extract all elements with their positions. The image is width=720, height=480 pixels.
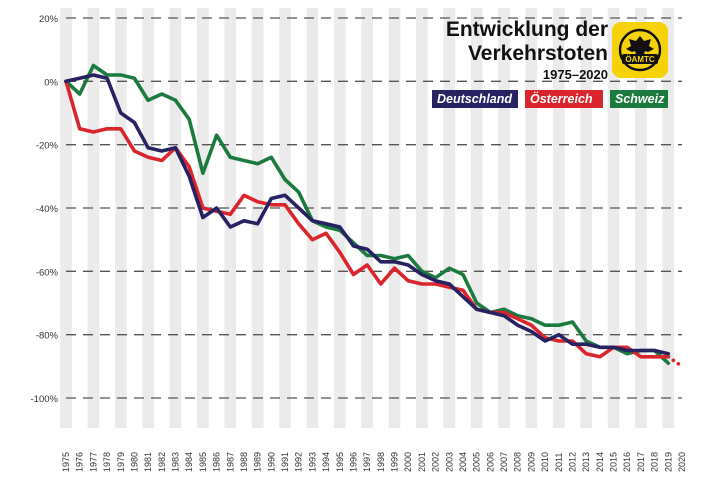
x-tick-label: 2000	[403, 452, 413, 472]
x-tick-label: 2020	[677, 452, 687, 472]
x-tick-label: 1983	[171, 452, 181, 472]
x-tick-label: 2004	[458, 452, 468, 472]
x-tick-label: 1987	[225, 452, 235, 472]
x-tick-label: 1975	[61, 452, 71, 472]
year-band-2007	[498, 8, 510, 428]
x-tick-label: 2016	[622, 452, 632, 472]
year-band-2011	[552, 8, 565, 428]
chart-title-line-2: Verkehrstoten	[467, 42, 608, 65]
year-band-2001	[416, 8, 428, 428]
year-band-2003	[443, 8, 456, 428]
x-tick-label: 1985	[198, 452, 208, 472]
oeamtc-logo: ÖAMTC	[612, 22, 668, 78]
x-tick-label: 1998	[376, 452, 386, 472]
legend-deutschland: Deutschland	[432, 90, 518, 108]
x-tick-label: 1980	[129, 452, 139, 472]
x-tick-label: 1984	[184, 452, 194, 472]
year-band-1999	[388, 8, 401, 428]
x-tick-label: 1988	[239, 452, 249, 472]
y-tick-label: -20%	[36, 141, 59, 152]
x-tick-label: 1978	[102, 452, 112, 472]
x-tick-label: 2014	[595, 452, 605, 472]
x-tick-label: 1989	[253, 452, 263, 472]
year-band-2019	[662, 8, 675, 428]
y-tick-label: 20%	[39, 14, 59, 25]
x-tick-label: 1999	[390, 452, 400, 472]
x-tick-label: 2017	[636, 452, 646, 472]
x-tick-label: 1997	[362, 452, 372, 472]
year-band-1987	[224, 8, 237, 428]
x-tick-label: 1994	[321, 452, 331, 472]
x-tick-label: 1996	[348, 452, 358, 472]
year-band-1989	[251, 8, 264, 428]
projection-line-2020	[666, 355, 684, 369]
year-band-1977	[87, 8, 100, 428]
x-tick-label: 2005	[472, 452, 482, 472]
x-tick-label: 2019	[663, 452, 673, 472]
x-tick-label: 1982	[157, 452, 167, 472]
x-tick-label: 1995	[335, 452, 345, 472]
y-tick-label: -80%	[36, 331, 59, 342]
x-tick-label: 2010	[540, 452, 550, 472]
logo-text: ÖAMTC	[625, 55, 655, 64]
series-line-Schweiz	[64, 63, 671, 366]
year-band-2017	[635, 8, 647, 428]
oeamtc-eagle-emblem: ÖAMTC	[618, 28, 662, 72]
x-tick-label: 2012	[567, 452, 577, 472]
horizontal-gridlines	[66, 17, 682, 399]
data-series-lines	[64, 63, 684, 369]
x-tick-label: 1986	[212, 452, 222, 472]
year-band-2005	[470, 8, 483, 428]
x-tick-label: 2009	[526, 452, 536, 472]
legend-schweiz: Schweiz	[610, 90, 668, 108]
x-tick-label: 1992	[294, 452, 304, 472]
x-tick-label: 2015	[609, 452, 619, 472]
x-tick-label: 2001	[417, 452, 427, 472]
year-band-1981	[142, 8, 154, 428]
y-tick-label: -100%	[31, 394, 59, 405]
chart-title-block: Entwicklung der Verkehrstoten 1975–2020	[418, 18, 608, 83]
y-tick-label: -40%	[36, 204, 59, 215]
y-axis-tick-labels: 20% 0% -20% -40% -60% -80% -100%	[31, 14, 59, 405]
x-tick-label: 1981	[143, 452, 153, 472]
x-axis-tick-labels: 1975 1976 1977 1978 1979 1980 1981 1982 1983 1984…	[61, 452, 687, 472]
x-tick-label: 2002	[431, 452, 441, 472]
year-band-2015	[607, 8, 620, 428]
year-band-1991	[279, 8, 291, 428]
year-band-2013	[580, 8, 593, 428]
x-tick-label: 2006	[485, 452, 495, 472]
year-band-1975	[60, 8, 72, 428]
y-tick-label: 0%	[44, 77, 58, 88]
x-tick-label: 1976	[75, 452, 85, 472]
year-band-1983	[169, 8, 182, 428]
x-tick-label: 2013	[581, 452, 591, 472]
year-band-1995	[333, 8, 346, 428]
series-line-Deutschland	[64, 73, 671, 356]
year-band-2009	[525, 8, 538, 428]
x-tick-label: 2007	[499, 452, 509, 472]
x-tick-label: 1977	[88, 452, 98, 472]
x-tick-label: 2003	[444, 452, 454, 472]
chart-subtitle-years: 1975–2020	[542, 67, 608, 82]
y-tick-label: -60%	[36, 267, 59, 278]
x-tick-label: 2008	[513, 452, 523, 472]
x-tick-label: 2011	[554, 453, 564, 472]
year-band-1979	[114, 8, 127, 428]
x-tick-label: 1993	[307, 452, 317, 472]
x-tick-label: 1991	[280, 452, 290, 472]
year-band-1997	[361, 8, 373, 428]
x-tick-label: 1990	[266, 452, 276, 472]
legend-oesterreich: Österreich	[525, 90, 603, 108]
chart-title-line-1: Entwicklung der	[445, 18, 608, 41]
x-tick-label: 2018	[650, 452, 660, 472]
x-tick-label: 1979	[116, 452, 126, 472]
